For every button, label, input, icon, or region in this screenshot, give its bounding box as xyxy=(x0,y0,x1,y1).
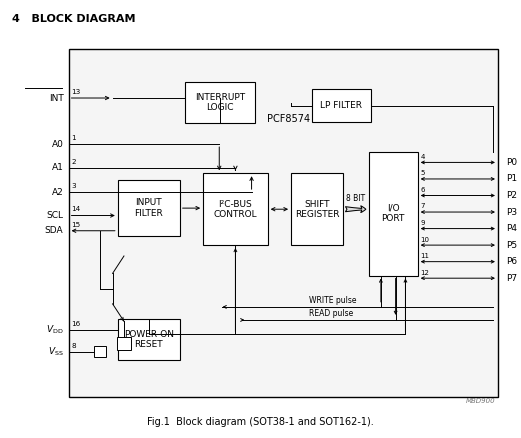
Text: READ pulse: READ pulse xyxy=(309,309,353,318)
FancyBboxPatch shape xyxy=(118,180,180,237)
FancyBboxPatch shape xyxy=(291,173,343,245)
Text: 16: 16 xyxy=(71,321,80,327)
Text: 1: 1 xyxy=(71,135,76,141)
FancyBboxPatch shape xyxy=(368,152,418,276)
FancyBboxPatch shape xyxy=(118,319,180,360)
Text: P7: P7 xyxy=(506,274,517,283)
Text: P6: P6 xyxy=(506,257,517,266)
Text: P0: P0 xyxy=(506,158,517,167)
Text: A1: A1 xyxy=(52,163,64,172)
Text: 11: 11 xyxy=(420,253,429,259)
Text: SDA: SDA xyxy=(45,226,64,235)
Text: A0: A0 xyxy=(52,140,64,148)
Text: 9: 9 xyxy=(420,220,425,226)
Text: 5: 5 xyxy=(420,170,425,177)
Text: WRITE pulse: WRITE pulse xyxy=(309,296,356,305)
Text: 8: 8 xyxy=(71,343,76,349)
Text: A2: A2 xyxy=(52,187,64,197)
Text: I/O
PORT: I/O PORT xyxy=(381,204,405,223)
Text: 3: 3 xyxy=(71,183,76,189)
FancyBboxPatch shape xyxy=(69,49,498,397)
Text: POWER-ON
RESET: POWER-ON RESET xyxy=(124,330,174,350)
Text: 14: 14 xyxy=(71,206,80,212)
Text: INTERRUPT
LOGIC: INTERRUPT LOGIC xyxy=(195,93,245,112)
Text: P1: P1 xyxy=(506,174,517,184)
Text: 4   BLOCK DIAGRAM: 4 BLOCK DIAGRAM xyxy=(12,14,135,25)
FancyBboxPatch shape xyxy=(312,89,371,122)
Text: MBD900: MBD900 xyxy=(466,398,495,404)
Text: LP FILTER: LP FILTER xyxy=(320,101,363,110)
Text: I²C-BUS
CONTROL: I²C-BUS CONTROL xyxy=(214,199,257,219)
Text: 8 BIT: 8 BIT xyxy=(346,194,365,203)
Text: 2: 2 xyxy=(71,159,76,165)
Text: SHIFT
REGISTER: SHIFT REGISTER xyxy=(295,199,339,219)
Text: 13: 13 xyxy=(71,89,80,95)
FancyBboxPatch shape xyxy=(94,346,106,357)
Text: 15: 15 xyxy=(71,222,80,228)
Text: 4: 4 xyxy=(420,154,425,160)
Text: 12: 12 xyxy=(420,269,429,276)
FancyBboxPatch shape xyxy=(203,173,268,245)
FancyBboxPatch shape xyxy=(117,337,131,350)
Text: 6: 6 xyxy=(420,187,425,193)
Text: PCF8574: PCF8574 xyxy=(267,114,310,124)
Text: P4: P4 xyxy=(506,224,517,233)
Text: INT: INT xyxy=(48,93,64,102)
Text: Fig.1  Block diagram (SOT38-1 and SOT162-1).: Fig.1 Block diagram (SOT38-1 and SOT162-… xyxy=(146,417,374,427)
Text: SCL: SCL xyxy=(46,211,64,220)
Text: 7: 7 xyxy=(420,203,425,209)
Text: INPUT
FILTER: INPUT FILTER xyxy=(134,198,163,218)
FancyBboxPatch shape xyxy=(185,82,255,123)
Text: 10: 10 xyxy=(420,237,429,243)
Text: P2: P2 xyxy=(506,191,517,200)
Text: P5: P5 xyxy=(506,240,517,250)
Text: $V_{\rm DD}$: $V_{\rm DD}$ xyxy=(46,324,64,336)
Text: P3: P3 xyxy=(506,208,517,216)
Text: $V_{\rm SS}$: $V_{\rm SS}$ xyxy=(47,346,64,358)
Text: INT: INT xyxy=(48,93,64,102)
